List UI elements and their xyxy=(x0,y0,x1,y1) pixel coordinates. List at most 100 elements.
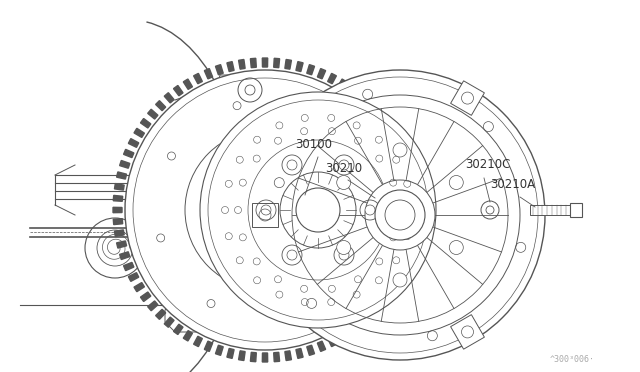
Polygon shape xyxy=(406,183,415,190)
Polygon shape xyxy=(317,68,326,79)
Polygon shape xyxy=(407,219,417,225)
Circle shape xyxy=(365,180,435,250)
Polygon shape xyxy=(372,301,382,311)
Polygon shape xyxy=(113,207,122,213)
Polygon shape xyxy=(407,195,417,201)
Polygon shape xyxy=(406,230,415,237)
Polygon shape xyxy=(347,324,356,334)
Polygon shape xyxy=(204,341,212,352)
Circle shape xyxy=(255,70,545,360)
Polygon shape xyxy=(216,345,223,355)
Polygon shape xyxy=(391,139,402,147)
Polygon shape xyxy=(396,262,406,271)
Polygon shape xyxy=(391,273,402,281)
Polygon shape xyxy=(337,331,347,341)
Polygon shape xyxy=(134,128,145,137)
Circle shape xyxy=(393,143,407,157)
Polygon shape xyxy=(115,183,124,190)
Text: 30210: 30210 xyxy=(325,162,362,175)
Polygon shape xyxy=(165,300,225,332)
Polygon shape xyxy=(156,309,166,320)
Polygon shape xyxy=(120,160,130,168)
Polygon shape xyxy=(164,93,174,103)
Polygon shape xyxy=(215,75,265,115)
Polygon shape xyxy=(364,101,374,111)
Polygon shape xyxy=(317,341,326,352)
Polygon shape xyxy=(530,205,570,215)
Polygon shape xyxy=(115,230,124,237)
Circle shape xyxy=(339,250,349,260)
Polygon shape xyxy=(194,336,202,347)
Polygon shape xyxy=(385,128,396,137)
Polygon shape xyxy=(156,101,166,111)
Polygon shape xyxy=(372,109,382,119)
Polygon shape xyxy=(396,150,406,158)
Circle shape xyxy=(339,160,349,170)
Polygon shape xyxy=(140,292,151,301)
Text: 30210C: 30210C xyxy=(465,158,510,171)
Polygon shape xyxy=(124,150,134,158)
Polygon shape xyxy=(216,65,223,75)
Polygon shape xyxy=(307,345,314,355)
Polygon shape xyxy=(148,301,158,311)
Polygon shape xyxy=(262,353,268,362)
Polygon shape xyxy=(274,58,280,68)
Polygon shape xyxy=(113,195,123,201)
Polygon shape xyxy=(570,203,582,217)
Polygon shape xyxy=(356,93,365,103)
Circle shape xyxy=(449,176,463,189)
Circle shape xyxy=(449,241,463,254)
Polygon shape xyxy=(285,60,291,69)
Polygon shape xyxy=(116,241,127,248)
Polygon shape xyxy=(250,58,256,68)
Polygon shape xyxy=(164,317,174,327)
Polygon shape xyxy=(403,241,413,248)
Polygon shape xyxy=(296,349,303,358)
Polygon shape xyxy=(451,81,484,115)
Circle shape xyxy=(375,190,425,240)
Polygon shape xyxy=(451,315,484,349)
Circle shape xyxy=(247,192,283,228)
Polygon shape xyxy=(285,351,291,360)
Polygon shape xyxy=(379,119,390,128)
Circle shape xyxy=(200,92,436,328)
Polygon shape xyxy=(173,86,183,96)
Polygon shape xyxy=(250,352,256,362)
Circle shape xyxy=(287,250,297,260)
Text: 30210A: 30210A xyxy=(490,178,535,191)
Polygon shape xyxy=(194,73,202,84)
Polygon shape xyxy=(307,65,314,75)
Polygon shape xyxy=(227,349,234,358)
Polygon shape xyxy=(328,336,337,347)
Polygon shape xyxy=(116,172,127,179)
Polygon shape xyxy=(337,79,347,89)
Polygon shape xyxy=(183,79,193,89)
Circle shape xyxy=(287,160,297,170)
Polygon shape xyxy=(183,331,193,341)
Circle shape xyxy=(365,205,375,215)
Polygon shape xyxy=(379,292,390,301)
Polygon shape xyxy=(134,283,145,292)
Polygon shape xyxy=(400,160,410,168)
Polygon shape xyxy=(385,283,396,292)
Polygon shape xyxy=(400,252,410,260)
Polygon shape xyxy=(364,309,374,320)
Polygon shape xyxy=(403,172,413,179)
Polygon shape xyxy=(204,68,212,79)
Polygon shape xyxy=(328,73,337,84)
Circle shape xyxy=(337,176,351,189)
Polygon shape xyxy=(239,351,245,360)
Circle shape xyxy=(486,206,494,214)
Polygon shape xyxy=(124,262,134,271)
Polygon shape xyxy=(173,324,183,334)
Polygon shape xyxy=(356,317,365,327)
Circle shape xyxy=(125,70,405,350)
Polygon shape xyxy=(274,352,280,362)
Polygon shape xyxy=(129,139,139,147)
Circle shape xyxy=(337,241,351,254)
Polygon shape xyxy=(408,207,417,213)
Polygon shape xyxy=(252,203,278,227)
Polygon shape xyxy=(296,62,303,71)
Polygon shape xyxy=(129,273,139,281)
Polygon shape xyxy=(239,60,245,69)
